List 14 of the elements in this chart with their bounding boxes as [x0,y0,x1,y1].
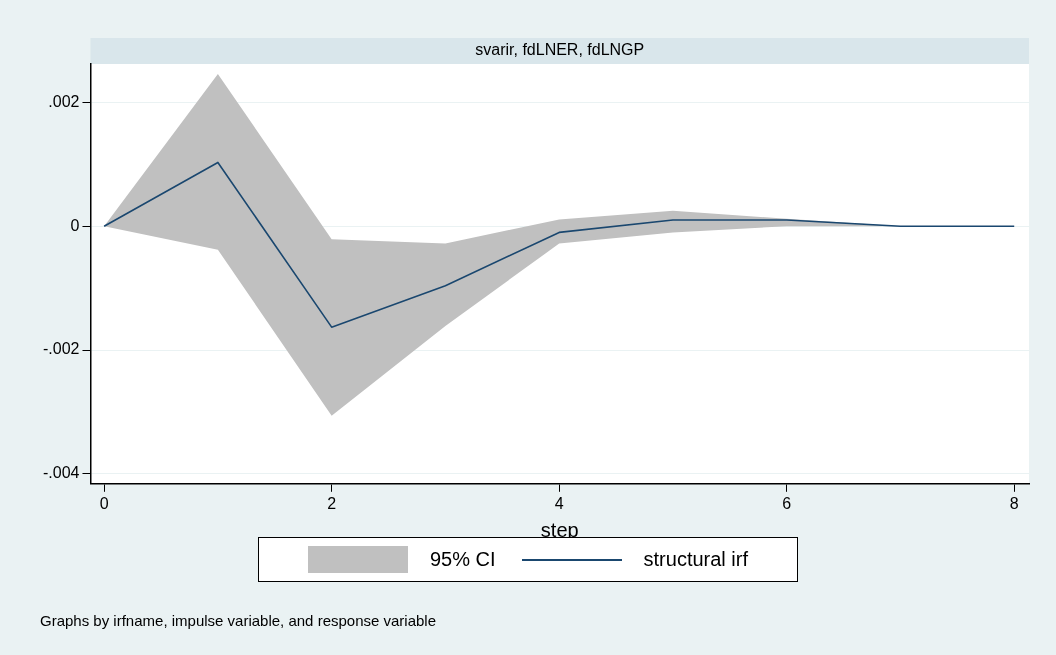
x-tick-label: 2 [327,494,337,512]
x-tick-label: 6 [782,494,792,512]
x-axis-title: step [540,518,579,541]
text: Graphs by irfname, impulse variable, and response variable [40,612,437,629]
x-tick-label: 0 [99,494,109,512]
legend-label: structural irf [643,548,749,571]
x-tick-label: 4 [554,494,564,512]
y-tick-label: -.004 [43,464,80,482]
chart-title: svarir, fdLNER, fdLNGP [475,41,645,59]
text: 95% CI [429,548,496,571]
y-tick-label: -.002 [43,340,80,358]
x-tick-label: 8 [1009,494,1019,512]
y-tick-label: 0 [70,216,80,234]
y-tick-label: .002 [48,92,80,110]
